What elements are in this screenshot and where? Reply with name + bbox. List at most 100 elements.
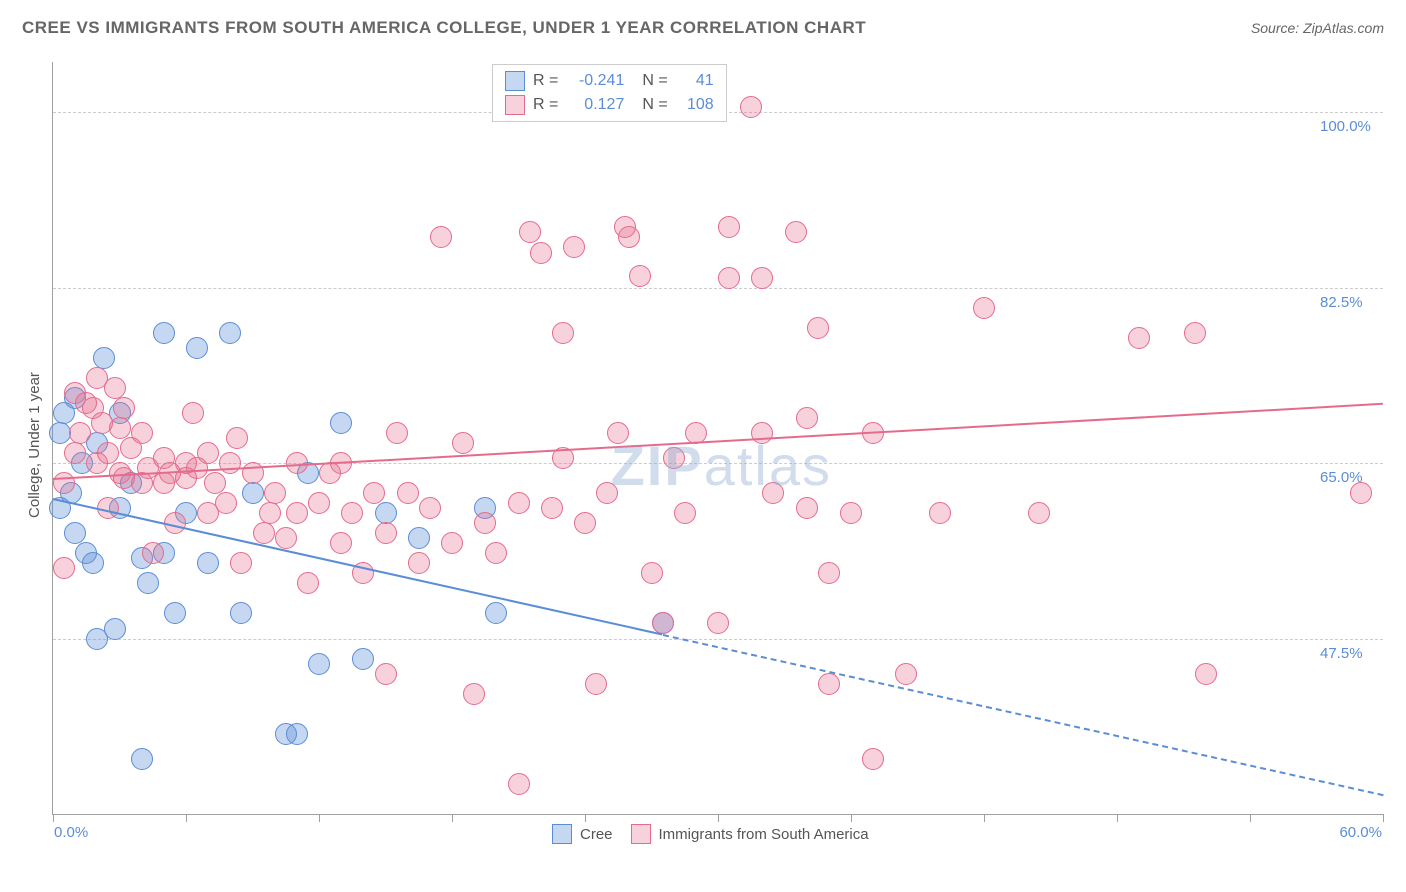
- trend-line-immigrants: [53, 403, 1383, 480]
- data-point-cree: [104, 618, 126, 640]
- data-point-cree: [219, 322, 241, 344]
- x-axis-max-label: 60.0%: [1339, 824, 1382, 841]
- legend-r-label: R =: [533, 93, 558, 117]
- legend-bottom-item-cree: Cree: [552, 824, 613, 844]
- legend-n-label: N =: [642, 93, 667, 117]
- data-point-immigrants: [585, 673, 607, 695]
- data-point-cree: [308, 653, 330, 675]
- data-point-immigrants: [386, 422, 408, 444]
- y-tick-label: 65.0%: [1320, 469, 1363, 486]
- data-point-immigrants: [785, 221, 807, 243]
- data-point-immigrants: [253, 522, 275, 544]
- legend-bottom-item-immigrants: Immigrants from South America: [631, 824, 869, 844]
- data-point-immigrants: [297, 572, 319, 594]
- data-point-immigrants: [818, 562, 840, 584]
- x-tick: [984, 814, 985, 822]
- data-point-cree: [330, 412, 352, 434]
- data-point-immigrants: [142, 542, 164, 564]
- data-point-immigrants: [607, 422, 629, 444]
- x-tick: [718, 814, 719, 822]
- legend-bottom-label: Cree: [580, 826, 613, 843]
- data-point-immigrants: [131, 422, 153, 444]
- data-point-immigrants: [508, 773, 530, 795]
- x-tick: [585, 814, 586, 822]
- data-point-immigrants: [215, 492, 237, 514]
- x-tick: [1383, 814, 1384, 822]
- data-point-immigrants: [519, 221, 541, 243]
- data-point-immigrants: [452, 432, 474, 454]
- legend-r-value: -0.241: [566, 69, 624, 93]
- data-point-immigrants: [574, 512, 596, 534]
- data-point-immigrants: [53, 557, 75, 579]
- data-point-immigrants: [807, 317, 829, 339]
- data-point-immigrants: [508, 492, 530, 514]
- data-point-cree: [82, 552, 104, 574]
- x-tick: [53, 814, 54, 822]
- data-point-immigrants: [113, 397, 135, 419]
- data-point-cree: [186, 337, 208, 359]
- legend-n-value: 108: [676, 93, 714, 117]
- data-point-cree: [352, 648, 374, 670]
- data-point-immigrants: [275, 527, 297, 549]
- data-point-immigrants: [1195, 663, 1217, 685]
- data-point-immigrants: [264, 482, 286, 504]
- data-point-immigrants: [796, 407, 818, 429]
- chart-title: CREE VS IMMIGRANTS FROM SOUTH AMERICA CO…: [22, 18, 866, 38]
- data-point-immigrants: [718, 267, 740, 289]
- data-point-immigrants: [286, 502, 308, 524]
- legend-bottom-swatch-immigrants: [631, 824, 651, 844]
- trend-line-dashed-cree: [662, 634, 1383, 796]
- data-point-immigrants: [104, 377, 126, 399]
- data-point-immigrants: [629, 265, 651, 287]
- data-point-immigrants: [1184, 322, 1206, 344]
- data-point-immigrants: [796, 497, 818, 519]
- data-point-cree: [153, 322, 175, 344]
- data-point-cree: [197, 552, 219, 574]
- data-point-cree: [64, 522, 86, 544]
- data-point-cree: [131, 748, 153, 770]
- data-point-immigrants: [308, 492, 330, 514]
- x-axis-min-label: 0.0%: [54, 824, 88, 841]
- grid-line: [53, 639, 1383, 640]
- data-point-immigrants: [226, 427, 248, 449]
- data-point-immigrants: [1128, 327, 1150, 349]
- x-tick: [1250, 814, 1251, 822]
- data-point-cree: [375, 502, 397, 524]
- y-axis-label: College, Under 1 year: [26, 372, 43, 518]
- data-point-immigrants: [973, 297, 995, 319]
- legend-bottom-swatch-cree: [552, 824, 572, 844]
- legend-top-row-immigrants: R =0.127N =108: [505, 93, 714, 117]
- x-tick: [319, 814, 320, 822]
- x-tick: [186, 814, 187, 822]
- y-tick-label: 47.5%: [1320, 645, 1363, 662]
- data-point-immigrants: [751, 422, 773, 444]
- data-point-immigrants: [762, 482, 784, 504]
- y-tick-label: 100.0%: [1320, 118, 1371, 135]
- data-point-immigrants: [397, 482, 419, 504]
- legend-swatch-immigrants: [505, 95, 525, 115]
- data-point-immigrants: [219, 452, 241, 474]
- data-point-immigrants: [618, 226, 640, 248]
- data-point-immigrants: [259, 502, 281, 524]
- data-point-immigrants: [530, 242, 552, 264]
- legend-bottom: Cree Immigrants from South America: [552, 824, 869, 844]
- data-point-immigrants: [1028, 502, 1050, 524]
- data-point-immigrants: [929, 502, 951, 524]
- data-point-cree: [137, 572, 159, 594]
- legend-bottom-label: Immigrants from South America: [659, 826, 869, 843]
- data-point-cree: [49, 422, 71, 444]
- x-tick: [851, 814, 852, 822]
- chart-source: Source: ZipAtlas.com: [1251, 20, 1384, 36]
- data-point-immigrants: [641, 562, 663, 584]
- data-point-immigrants: [204, 472, 226, 494]
- data-point-immigrants: [430, 226, 452, 248]
- data-point-cree: [286, 723, 308, 745]
- legend-n-label: N =: [642, 69, 667, 93]
- data-point-immigrants: [485, 542, 507, 564]
- data-point-immigrants: [751, 267, 773, 289]
- legend-top-row-cree: R =-0.241N =41: [505, 69, 714, 93]
- data-point-immigrants: [64, 442, 86, 464]
- data-point-immigrants: [97, 442, 119, 464]
- data-point-immigrants: [197, 442, 219, 464]
- data-point-immigrants: [109, 417, 131, 439]
